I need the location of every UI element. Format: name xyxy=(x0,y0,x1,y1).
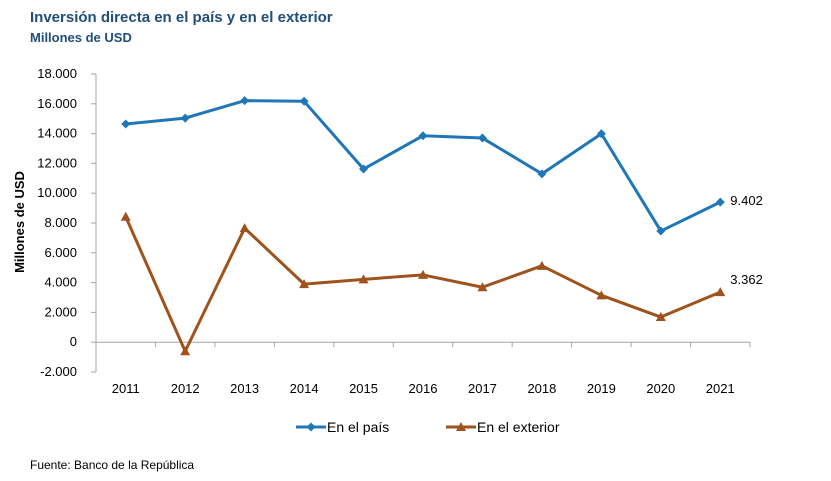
x-tick-label: 2011 xyxy=(112,381,140,396)
series-line xyxy=(125,99,721,233)
data-labels: 9.402 3.362 xyxy=(730,193,763,287)
x-tick-label: 2017 xyxy=(468,381,497,396)
y-tick-label: 14.000 xyxy=(37,126,77,141)
x-tick-labels: 2011 2012 2013 2014 2015 2016 2017 2018 2019 2020… xyxy=(112,381,735,396)
y-tick-label: 12.000 xyxy=(37,155,77,170)
diamond-marker xyxy=(240,96,250,106)
triangle-marker xyxy=(180,346,191,356)
y-tick-label: 0 xyxy=(70,334,77,349)
triangle-marker xyxy=(239,223,250,233)
diamond-marker xyxy=(477,133,487,143)
triangle-marker xyxy=(477,282,488,292)
y-tick-label: 4.000 xyxy=(44,275,77,290)
y-tick-label: 8.000 xyxy=(44,215,77,230)
y-axis-label: Millones de USD xyxy=(12,171,27,273)
diamond-marker xyxy=(299,96,309,106)
legend-label: En el exterior xyxy=(477,419,560,435)
x-tick-label: 2019 xyxy=(587,381,616,396)
y-tick-label: 6.000 xyxy=(44,245,77,260)
diamond-marker xyxy=(656,226,666,236)
diamond-marker xyxy=(715,197,725,207)
diamond-marker xyxy=(596,129,606,139)
triangle-marker xyxy=(655,312,666,322)
diamond-marker xyxy=(359,164,369,174)
chart-subtitle: Millones de USD xyxy=(30,30,132,45)
legend: En el país En el exterior xyxy=(296,419,560,435)
triangle-marker xyxy=(418,269,428,279)
triangle-marker xyxy=(715,287,726,297)
x-tick-label: 2013 xyxy=(230,381,259,396)
triangle-marker xyxy=(299,279,310,289)
diamond-marker xyxy=(306,422,316,432)
y-tick-label: 2.000 xyxy=(44,304,77,319)
triangle-marker xyxy=(536,260,547,270)
x-tick-label: 2014 xyxy=(290,381,319,396)
x-tick-label: 2021 xyxy=(706,381,735,396)
triangle-marker xyxy=(596,290,607,300)
triangle-marker xyxy=(120,211,131,221)
y-tick-labels: -2.000 0 2.000 4.000 6.000 8.000 10.000 12.000 1… xyxy=(37,66,77,379)
diamond-marker xyxy=(537,169,547,179)
triangle-marker xyxy=(456,422,466,431)
diamond-marker xyxy=(121,119,131,129)
x-tick-label: 2015 xyxy=(349,381,378,396)
chart-title: Inversión directa en el país y en el ext… xyxy=(30,9,333,26)
diamond-marker xyxy=(180,113,190,123)
end-data-label: 9.402 xyxy=(730,193,763,208)
y-tick-label: -2.000 xyxy=(40,364,77,379)
series-layer xyxy=(120,96,726,356)
x-tick-label: 2018 xyxy=(527,381,556,396)
y-tick-label: 16.000 xyxy=(37,96,77,111)
y-tick-label: 18.000 xyxy=(37,66,77,81)
series-line xyxy=(124,216,721,353)
y-tick-label: 10.000 xyxy=(37,185,77,200)
axes xyxy=(91,73,751,373)
source-note: Fuente: Banco de la República xyxy=(30,458,195,472)
legend-label: En el país xyxy=(327,419,389,435)
end-data-label: 3.362 xyxy=(730,272,763,287)
x-tick-label: 2012 xyxy=(171,381,200,396)
x-tick-label: 2016 xyxy=(409,381,438,396)
x-tick-label: 2020 xyxy=(646,381,675,396)
triangle-marker xyxy=(358,274,369,284)
diamond-marker xyxy=(418,131,428,141)
